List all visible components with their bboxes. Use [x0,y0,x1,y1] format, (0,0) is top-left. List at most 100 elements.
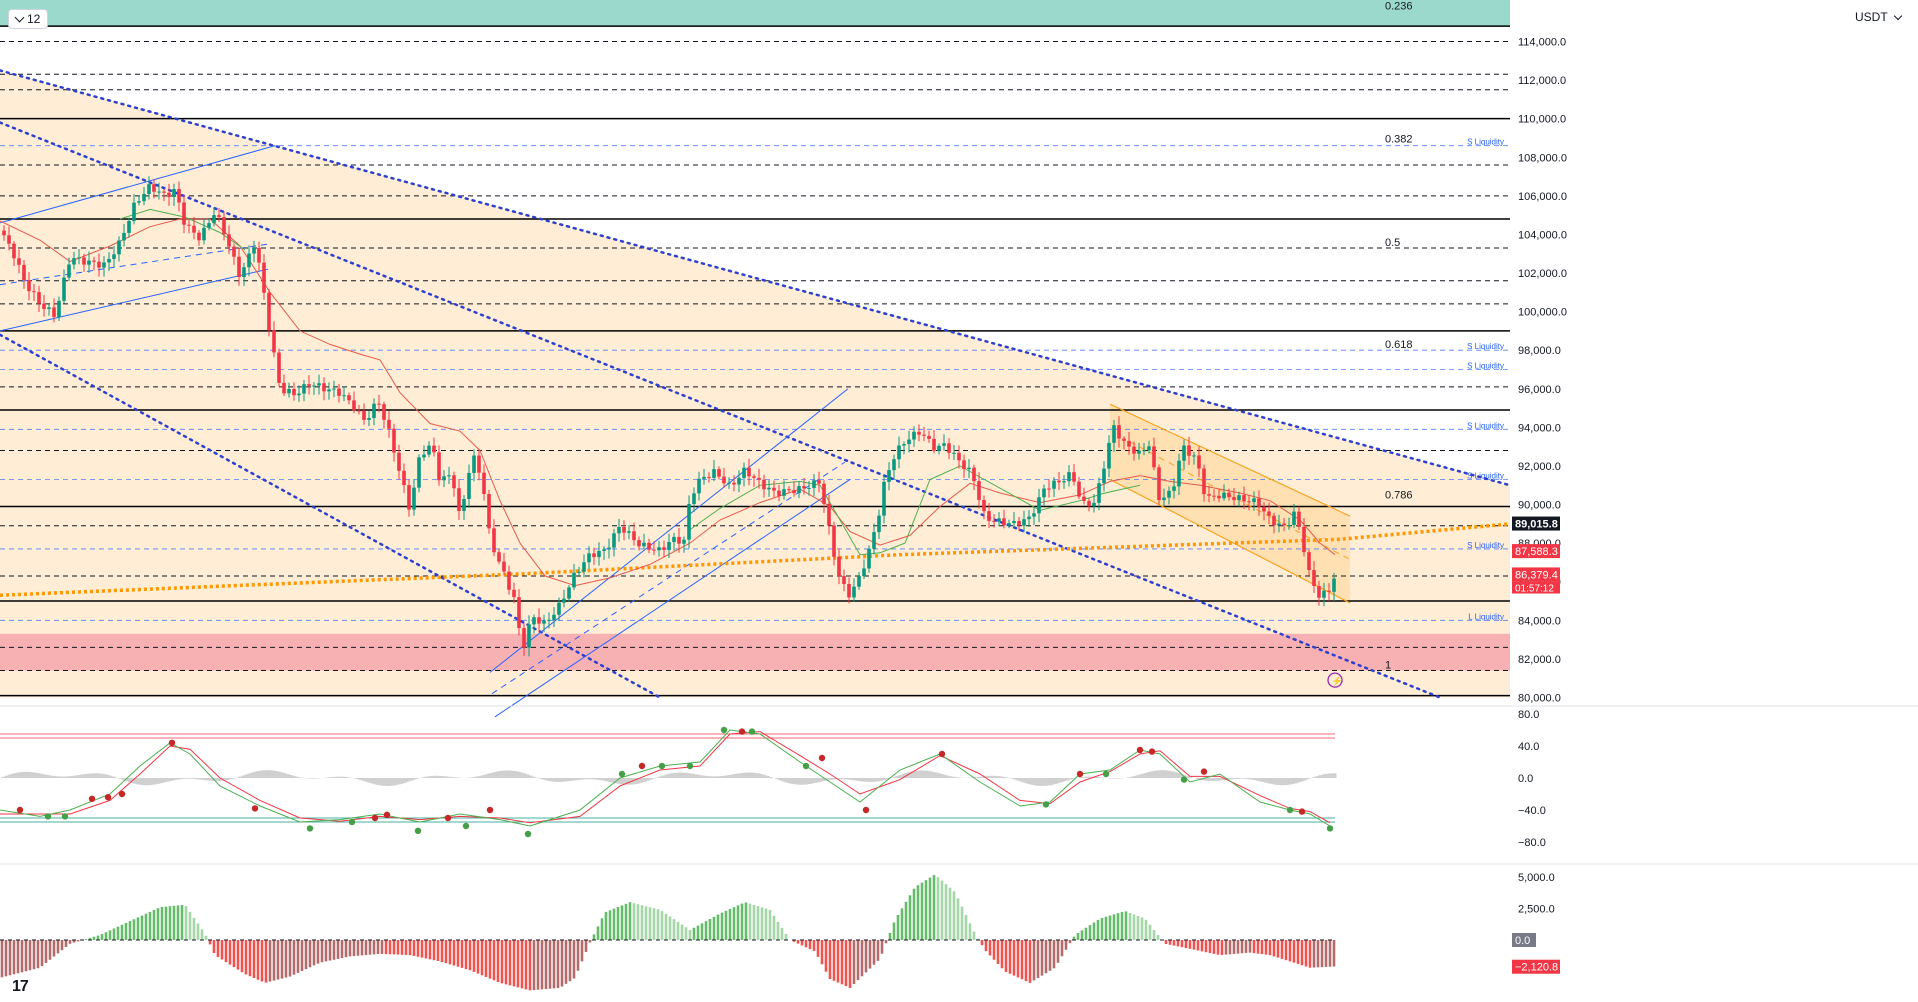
orange-channel-lower [1109,478,1351,604]
channel-line [489,388,849,673]
candle-body [862,568,866,577]
candle-body [77,257,81,259]
osc-signal-dot [383,811,391,818]
candle-body [427,445,431,455]
osc-signal-dot [1076,770,1084,778]
candle-body [997,518,1001,522]
candle-body [492,528,496,553]
candles-group [2,176,1336,657]
candle-body [1062,481,1066,483]
candle-body [1022,519,1026,526]
candle-body [1002,518,1006,526]
candle-body [422,454,426,458]
candle-body [727,482,731,484]
y-tick-label: 92,000.0 [1518,461,1561,473]
osc-signal-dot [720,726,728,734]
candle-body [502,561,506,572]
y-tick-label: 80,000.0 [1518,693,1561,705]
candle-body [1232,497,1236,501]
candle-body [507,571,511,590]
candle-body [2,230,6,236]
fib-0.236-band [0,0,1510,27]
candle-body [82,257,86,265]
candle-body [132,202,136,221]
osc-signal-dot [306,825,314,832]
candle-body [892,459,896,471]
candle-body [377,403,381,405]
candle-body [1312,570,1316,587]
candle-body [197,232,201,241]
liquidity-label: S Liquidity [1467,138,1504,147]
candle-body [1017,520,1021,526]
candle-body [767,487,771,490]
candle-body [102,262,106,268]
candle-body [202,227,206,241]
y-tick-label: 84,000.0 [1518,615,1561,627]
hist-tick-label: 5,000.0 [1518,872,1555,884]
candle-body [1172,486,1176,491]
candle-body [827,503,831,526]
candle-body [1162,497,1166,501]
price-tag: 87,588.3 [1515,546,1558,558]
candle-body [557,602,561,615]
osc-signal-dot [251,805,259,812]
candle-body [312,385,316,387]
candle-body [757,477,761,480]
osc-signal-dot [118,790,126,798]
candle-body [522,628,526,648]
candle-body [947,443,951,453]
candle-body [1182,445,1186,461]
y-tick-label: 96,000.0 [1518,384,1561,396]
candle-body [912,431,916,440]
candle-body [552,614,556,620]
interval-selector[interactable]: 12 [8,9,49,29]
candle-body [1112,425,1116,443]
candle-body [622,526,626,533]
candle-body [762,479,766,490]
candle-body [582,562,586,572]
y-tick-label: 98,000.0 [1518,345,1561,357]
chevron-down-icon [14,12,25,23]
candle-body [662,547,666,550]
candle-body [1282,523,1286,526]
candle-body [602,549,606,551]
candle-body [747,467,751,477]
candle-body [1307,552,1311,571]
osc-tick-label: −80.0 [1518,837,1546,849]
candle-body [152,184,156,192]
candle-body [1027,516,1031,520]
y-tick-label: 94,000.0 [1518,422,1561,434]
candle-body [247,253,251,268]
y-tick-label: 106,000.0 [1518,191,1567,203]
demand-zone-red [0,633,1510,671]
currency-selector[interactable]: USDT [1855,10,1888,24]
candle-body [412,487,416,510]
osc-signal-dot [168,739,176,746]
osc-tick-label: −40.0 [1518,805,1546,817]
candle-body [1242,495,1246,502]
candle-body [647,542,651,550]
candle-body [637,540,641,547]
candle-body [487,493,491,529]
candle-body [712,469,716,478]
fib-level-label: 0.5 [1385,237,1400,249]
candle-body [597,550,601,558]
candle-body [1272,515,1276,526]
hist-last-tag-bg [1512,959,1560,974]
candle-body [1077,481,1081,497]
candle-body [917,431,921,435]
candle-body [1032,513,1036,517]
candle-body [282,382,286,394]
candle-body [567,587,571,599]
osc-signal-dot [486,806,494,814]
candle-body [37,292,41,304]
channel-line [491,461,846,695]
candle-body [372,403,376,419]
candle-body [962,460,966,470]
candle-body [1067,472,1071,482]
candle-body [117,240,121,255]
fib-level-label: 0.236 [1385,1,1413,13]
candle-body [437,452,441,481]
